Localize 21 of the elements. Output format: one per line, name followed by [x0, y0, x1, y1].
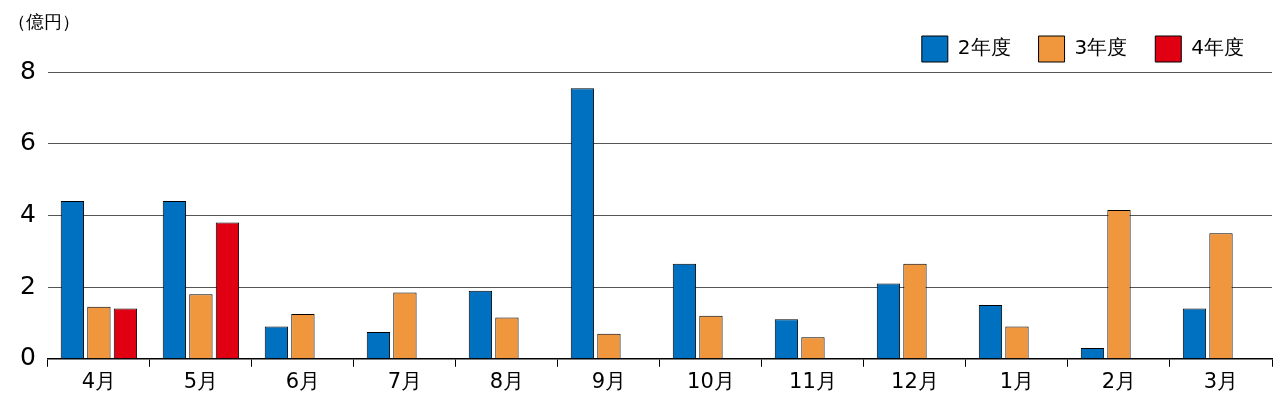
x-tick-label: 8月 [489, 368, 525, 393]
x-tick-label: 1月 [999, 368, 1035, 393]
y-tick-label: 8 [20, 55, 36, 85]
y-tick-label: 0 [20, 342, 36, 372]
legend-label: 3年度 [1074, 35, 1128, 60]
legend-label: 4年度 [1191, 35, 1245, 60]
x-tick-label: 2月 [1101, 368, 1137, 393]
x-tick-label: 11月 [789, 368, 837, 393]
y-tick-label: 6 [20, 127, 36, 157]
y-axis-title: （億円） [8, 10, 80, 32]
x-tick-label: 12月 [891, 368, 939, 393]
x-tick-label: 3月 [1203, 368, 1239, 393]
x-tick-label: 4月 [81, 368, 117, 393]
x-tick-label: 10月 [687, 368, 735, 393]
x-tick-label: 7月 [387, 368, 423, 393]
x-tick-label: 6月 [285, 368, 321, 393]
y-tick-label: 2 [20, 270, 36, 300]
x-tick-label: 9月 [591, 368, 627, 393]
legend-label: 2年度 [957, 35, 1011, 60]
y-tick-label: 4 [20, 198, 36, 228]
x-tick-label: 5月 [183, 368, 219, 393]
